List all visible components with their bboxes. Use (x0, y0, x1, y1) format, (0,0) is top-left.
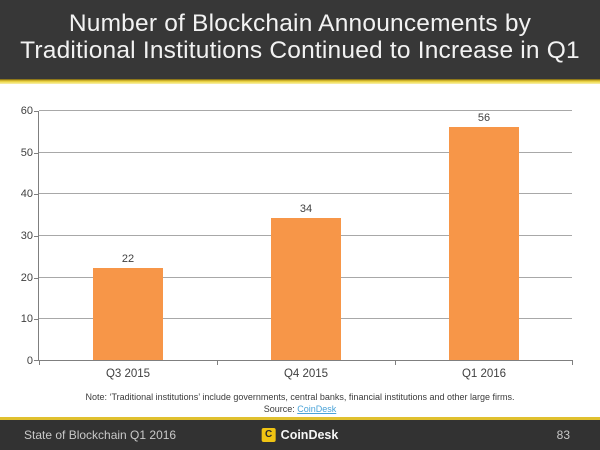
x-axis-tick (395, 360, 396, 365)
y-axis-tick (34, 152, 39, 154)
page-title-line1: Number of Blockchain Announcements by (68, 10, 532, 37)
x-category-label: Q3 2015 (105, 368, 151, 380)
footer-brand: C CoinDesk (261, 428, 339, 442)
x-axis-tick (39, 360, 40, 365)
x-category-label: Q4 2015 (283, 368, 329, 380)
y-axis-label: 0 (26, 355, 33, 367)
footer-deck-title: State of Blockchain Q1 2016 (24, 428, 177, 442)
title-band: Number of Blockchain Announcements by Tr… (0, 0, 600, 79)
y-axis-label: 60 (20, 105, 33, 117)
page-title-line2: Traditional Institutions Continued to In… (20, 36, 580, 64)
note-block: Note: ‘Traditional institutions’ include… (0, 391, 600, 415)
bar (93, 268, 163, 360)
bar-value-label: 56 (477, 111, 491, 124)
y-axis-tick (34, 277, 39, 279)
x-axis-tick (217, 360, 218, 365)
source-label: Source: (263, 404, 298, 414)
y-axis-tick (34, 236, 39, 237)
bar-value-label: 34 (299, 203, 313, 216)
x-category-label: Q1 2016 (461, 368, 507, 380)
x-axis-tick (572, 360, 573, 365)
chart-area: 0 10 20 30 40 50 60 22 Q3 2015 34 Q4 2015 56 Q1 2016… (0, 84, 600, 417)
y-axis-tick (34, 319, 39, 321)
gridline (39, 110, 572, 111)
bar-value-label: 22 (121, 253, 135, 266)
y-axis-label: 20 (20, 271, 33, 284)
page-title: Number of Blockchain Announcements by Tr… (0, 0, 600, 64)
y-axis-label: 40 (20, 188, 33, 201)
coindesk-brand-name: CoinDesk (280, 428, 339, 442)
page-number: 83 (556, 428, 570, 442)
y-axis-label: 30 (20, 230, 33, 242)
y-axis-label: 10 (20, 313, 33, 326)
gridline (39, 151, 572, 153)
gold-divider (0, 79, 600, 84)
y-axis-label: 50 (20, 146, 33, 159)
footer-band: State of Blockchain Q1 2016 C CoinDesk 8… (0, 417, 600, 450)
y-axis-tick (34, 360, 39, 361)
plot-area: 0 10 20 30 40 50 60 22 Q3 2015 34 Q4 2015 56 Q1 2016 (21, 105, 573, 380)
source-link[interactable]: CoinDesk (297, 404, 337, 414)
source-line: Source: CoinDesk (0, 403, 600, 415)
bar (449, 126, 519, 360)
bar (271, 218, 341, 360)
gridline (39, 193, 572, 195)
footnote: Note: ‘Traditional institutions’ include… (85, 392, 515, 402)
y-axis-tick (34, 111, 39, 112)
y-axis-tick (34, 194, 39, 196)
coindesk-logo-icon: C (261, 428, 276, 442)
